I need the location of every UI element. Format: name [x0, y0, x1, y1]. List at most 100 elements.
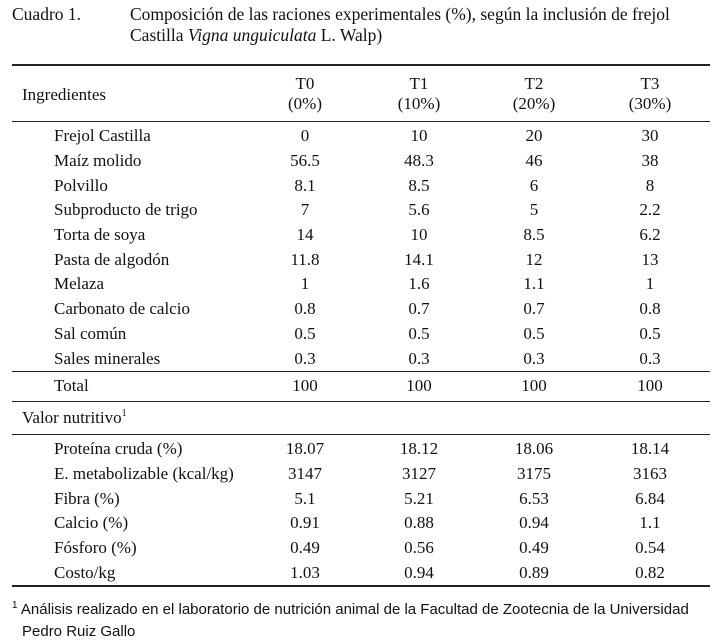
cell-value: 0.89	[478, 560, 590, 587]
column-percent: (20%)	[512, 93, 556, 113]
cell-value: 1.6	[408, 274, 430, 294]
cell-value: 38	[641, 151, 659, 171]
table-row: Frejol Castilla 0 10 20 30	[12, 124, 710, 149]
ingredients-body: Frejol Castilla 0 10 20 30 Maíz molido 56.5 48.…	[12, 124, 710, 371]
row-label: Polvillo	[54, 175, 108, 195]
cell-value: 10	[410, 126, 428, 146]
row-label: Maíz molido	[54, 151, 142, 171]
cell-value: 0.7	[523, 299, 545, 319]
cell-value: 5	[529, 200, 539, 220]
cell-value: 20	[525, 126, 543, 146]
table-row: Torta de soya 14 10 8.5 6.2	[12, 223, 710, 248]
table-row: E. metabolizable (kcal/kg) 3147 3127 3175 31…	[12, 462, 710, 487]
table-row: Maíz molido 56.5 48.3 46 38	[12, 149, 710, 174]
cell-value: 8.1	[294, 175, 316, 195]
cell-value: 0.3	[408, 348, 430, 368]
cell-value: 5.1	[294, 488, 316, 508]
total-value: 100	[360, 370, 478, 402]
nutritive-section-row: Valor nutritivo1	[12, 401, 710, 435]
cell-value: 5.21	[404, 488, 434, 508]
row-label: Melaza	[54, 274, 105, 294]
table-row: Fósforo (%) 0.49 0.56 0.49 0.54	[12, 536, 710, 561]
table-row: Melaza 1 1.6 1.1 1	[12, 272, 710, 297]
cell-value: 8.5	[408, 175, 430, 195]
column-header-t3: T3 (30%)	[590, 64, 710, 122]
cell-value: 18.06	[514, 439, 554, 459]
cell-value: 0.54	[635, 537, 665, 557]
row-label: Calcio (%)	[54, 513, 129, 533]
cell-value: 0.94	[519, 513, 549, 533]
table-caption: Cuadro 1. Composición de las raciones exp…	[12, 4, 712, 46]
caption-title-prefix: Castilla	[130, 25, 188, 45]
row-label: Frejol Castilla	[54, 126, 151, 146]
column-percent: (30%)	[628, 93, 672, 113]
cell-value: 6.84	[635, 488, 665, 508]
row-label: Fibra (%)	[54, 488, 120, 508]
row-label: Carbonato de calcio	[54, 299, 190, 319]
total-label: Total	[12, 370, 250, 402]
nutritive-body: Proteína cruda (%) 18.07 18.12 18.06 18.14 E.…	[12, 437, 710, 587]
cell-value: 0.3	[523, 348, 545, 368]
cell-value: 13	[641, 249, 659, 269]
total-value: 100	[590, 370, 710, 402]
total-value: 100	[478, 370, 590, 402]
cell-value: 0.49	[519, 537, 549, 557]
nutritive-label-text: Valor nutritivo	[22, 407, 122, 427]
cell-value: 46	[525, 151, 543, 171]
cell-value: 0.82	[590, 560, 710, 587]
cell-value: 30	[641, 126, 659, 146]
column-name: T3	[640, 73, 660, 93]
table-row: Subproducto de trigo 7 5.6 5 2.2	[12, 198, 710, 223]
row-label: E. metabolizable (kcal/kg)	[54, 463, 234, 483]
row-label: Sal común	[54, 323, 127, 343]
column-header-t2: T2 (20%)	[478, 64, 590, 122]
cell-value: 0.8	[639, 299, 661, 319]
table-row: Fibra (%) 5.1 5.21 6.53 6.84	[12, 486, 710, 511]
cell-value: 6	[529, 175, 539, 195]
cell-value: 0.5	[408, 323, 430, 343]
cell-value: 0.91	[290, 513, 320, 533]
cell-value: 1	[645, 274, 655, 294]
row-label: Torta de soya	[54, 225, 146, 245]
cell-value: 3163	[633, 463, 667, 483]
table-row: Polvillo 8.1 8.5 6 8	[12, 173, 710, 198]
ingredients-header: Ingredientes	[12, 64, 250, 122]
column-header-t1: T1 (10%)	[360, 64, 478, 122]
column-percent: (10%)	[397, 93, 441, 113]
table-row: Sales minerales 0.3 0.3 0.3 0.3	[12, 346, 710, 371]
cell-value: 11.8	[290, 249, 320, 269]
table-row: Costo/kg 1.03 0.94 0.89 0.82	[12, 560, 710, 587]
cell-value: 6.53	[519, 488, 549, 508]
row-label: Sales minerales	[54, 348, 161, 368]
cell-value: 3147	[288, 463, 322, 483]
cell-value: 0.94	[360, 560, 478, 587]
table-row: Proteína cruda (%) 18.07 18.12 18.06 18.14	[12, 437, 710, 462]
footnote-text-2: Pedro Ruiz Gallo	[22, 623, 136, 640]
footnote-marker: 1	[12, 600, 18, 611]
cell-value: 0.8	[294, 299, 316, 319]
column-percent: (0%)	[288, 93, 322, 113]
cell-value: 2.2	[639, 200, 661, 220]
cell-value: 1.1	[639, 513, 661, 533]
cell-value: 8.5	[523, 225, 545, 245]
column-name: T0	[295, 73, 315, 93]
total-value: 100	[250, 370, 360, 402]
cell-value: 3175	[517, 463, 551, 483]
caption-title-line-1: Composición de las raciones experimental…	[130, 4, 670, 24]
column-name: T2	[524, 73, 544, 93]
cell-value: 18.12	[399, 439, 439, 459]
table-row: Sal común 0.5 0.5 0.5 0.5	[12, 322, 710, 347]
cell-value: 0.3	[639, 348, 661, 368]
cell-value: 0.5	[294, 323, 316, 343]
cell-value: 56.5	[290, 151, 320, 171]
cell-value: 3127	[402, 463, 436, 483]
table-row: Carbonato de calcio 0.8 0.7 0.7 0.8	[12, 297, 710, 322]
cell-value: 1.1	[523, 274, 545, 294]
cell-value: 18.07	[285, 439, 325, 459]
cell-value: 1.03	[250, 560, 360, 587]
column-header-t0: T0 (0%)	[250, 64, 360, 122]
caption-line-2: Castilla Vigna unguiculata L. Walp)	[12, 25, 712, 46]
nutritive-section-label: Valor nutritivo1	[12, 401, 710, 435]
cell-value: 48.3	[404, 151, 434, 171]
footnote-line-2: Pedro Ruiz Gallo	[12, 621, 712, 643]
